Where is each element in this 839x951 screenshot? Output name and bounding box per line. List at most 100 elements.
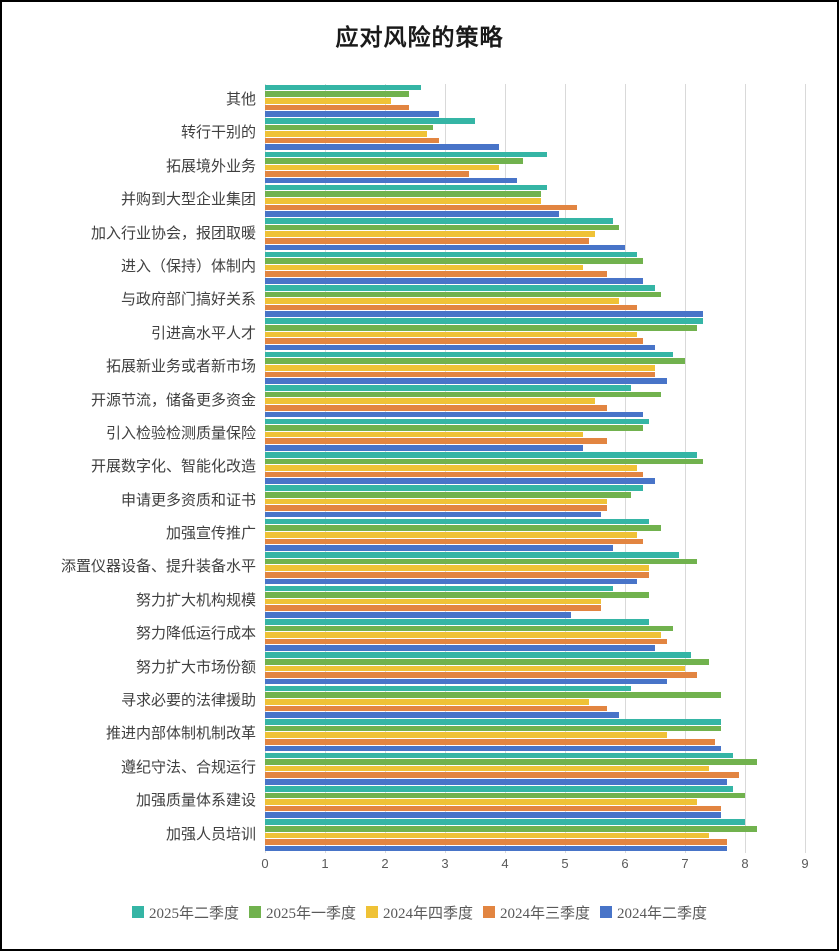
bar-2024年三季度 [265, 538, 643, 545]
bar-group [265, 451, 837, 484]
bar-group [265, 117, 837, 151]
bar-2025年二季度 [265, 552, 679, 558]
bar-2024年二季度 [265, 478, 655, 484]
bar-2024年二季度 [265, 177, 517, 184]
bar-2024年二季度 [265, 611, 571, 618]
bar-2025年一季度 [265, 458, 703, 465]
bar-group [265, 84, 837, 117]
bar-2025年一季度 [265, 725, 721, 732]
bar-2025年一季度 [265, 224, 619, 231]
bar-2024年四季度 [265, 365, 655, 371]
bar-2024年二季度 [265, 578, 637, 585]
bar-2024年三季度 [265, 371, 655, 378]
category-row: 加强人员培训 [2, 819, 837, 852]
bar-2025年二季度 [265, 752, 733, 759]
bar-2024年二季度 [265, 411, 643, 418]
bar-2024年四季度 [265, 97, 391, 104]
legend-label: 2024年二季度 [617, 905, 708, 922]
bar-2024年三季度 [265, 805, 721, 812]
bar-2024年三季度 [265, 738, 715, 745]
bar-group [265, 685, 837, 718]
bar-2024年三季度 [265, 238, 589, 244]
bar-2024年四季度 [265, 498, 607, 505]
category-row: 努力扩大市场份额 [2, 652, 837, 685]
bar-2024年四季度 [265, 598, 601, 605]
bar-2024年四季度 [265, 331, 637, 338]
bar-2025年二季度 [265, 518, 649, 525]
bar-group [265, 351, 837, 384]
bar-2025年二季度 [265, 118, 475, 124]
bar-2024年二季度 [265, 745, 721, 752]
category-row: 开展数字化、智能化改造 [2, 451, 837, 484]
chart-title: 应对风险的策略 [335, 25, 504, 50]
x-tick-label: 6 [621, 855, 629, 871]
bar-2024年三季度 [265, 137, 439, 144]
bar-2025年一季度 [265, 492, 631, 498]
bar-group [265, 284, 837, 318]
bar-2024年二季度 [265, 445, 583, 451]
bar-group [265, 518, 837, 551]
bar-2024年三季度 [265, 338, 643, 344]
bar-2025年一季度 [265, 191, 541, 198]
bar-2025年二季度 [265, 251, 637, 258]
bar-2024年三季度 [265, 638, 667, 645]
category-label: 推进内部体制机制改革 [105, 726, 256, 743]
bar-group [265, 618, 837, 651]
bar-group [265, 218, 837, 251]
bar-2024年四季度 [265, 465, 637, 471]
category-row: 进入（保持）体制内 [2, 251, 837, 284]
bar-2025年二季度 [265, 84, 421, 91]
legend-swatch [365, 906, 378, 919]
category-row: 其他 [2, 84, 837, 117]
bar-2024年四季度 [265, 698, 589, 705]
bar-2025年一季度 [265, 759, 757, 765]
bar-2024年二季度 [265, 778, 727, 785]
bar-2024年四季度 [265, 665, 685, 672]
bar-2024年三季度 [265, 438, 607, 444]
bar-2024年二季度 [265, 144, 499, 151]
bar-2025年二季度 [265, 385, 631, 391]
category-label: 开展数字化、智能化改造 [90, 459, 256, 476]
x-tick-label: 3 [441, 855, 449, 871]
category-label: 拓展新业务或者新市场 [105, 359, 256, 376]
category-row: 开源节流，储备更多资金 [2, 385, 837, 418]
bar-2024年二季度 [265, 511, 601, 518]
bar-2024年二季度 [265, 712, 619, 718]
x-tick-label: 2 [381, 855, 389, 871]
legend-item: 2024年四季度 [365, 902, 473, 923]
bar-2024年三季度 [265, 505, 607, 511]
category-label: 并购到大型企业集团 [120, 192, 256, 209]
category-row: 努力扩大机构规模 [2, 585, 837, 618]
legend-item: 2024年二季度 [600, 902, 707, 923]
category-row: 遵纪守法、合规运行 [2, 752, 837, 785]
category-label: 加强宣传推广 [165, 526, 256, 543]
category-label: 引入检验检测质量保险 [105, 425, 256, 442]
bar-2024年三季度 [265, 271, 607, 278]
category-label: 添置仪器设备、提升装备水平 [60, 559, 256, 576]
bar-2024年四季度 [265, 799, 697, 805]
bar-2025年二季度 [265, 652, 691, 658]
bar-2024年四季度 [265, 264, 583, 271]
bar-2024年二季度 [265, 278, 643, 284]
x-tick-label: 5 [561, 855, 569, 871]
x-tick-label: 4 [501, 855, 509, 871]
bar-2024年四季度 [265, 131, 427, 137]
bar-2025年二季度 [265, 318, 703, 325]
legend-label: 2024年四季度 [382, 905, 473, 922]
bar-2025年二季度 [265, 418, 649, 425]
bar-2025年二季度 [265, 585, 613, 592]
bar-group [265, 485, 837, 518]
category-row: 寻求必要的法律援助 [2, 685, 837, 718]
bar-2025年一季度 [265, 325, 697, 331]
category-row: 并购到大型企业集团 [2, 184, 837, 217]
bar-2024年四季度 [265, 298, 619, 304]
bar-2024年四季度 [265, 632, 661, 638]
bar-2024年四季度 [265, 732, 667, 738]
bar-2025年一季度 [265, 358, 685, 365]
legend-item: 2025年一季度 [248, 902, 356, 923]
category-label: 进入（保持）体制内 [120, 258, 256, 275]
bar-2025年二季度 [265, 452, 697, 458]
bar-2025年二季度 [265, 218, 613, 224]
bar-2025年二季度 [265, 819, 745, 825]
category-row: 拓展新业务或者新市场 [2, 351, 837, 384]
